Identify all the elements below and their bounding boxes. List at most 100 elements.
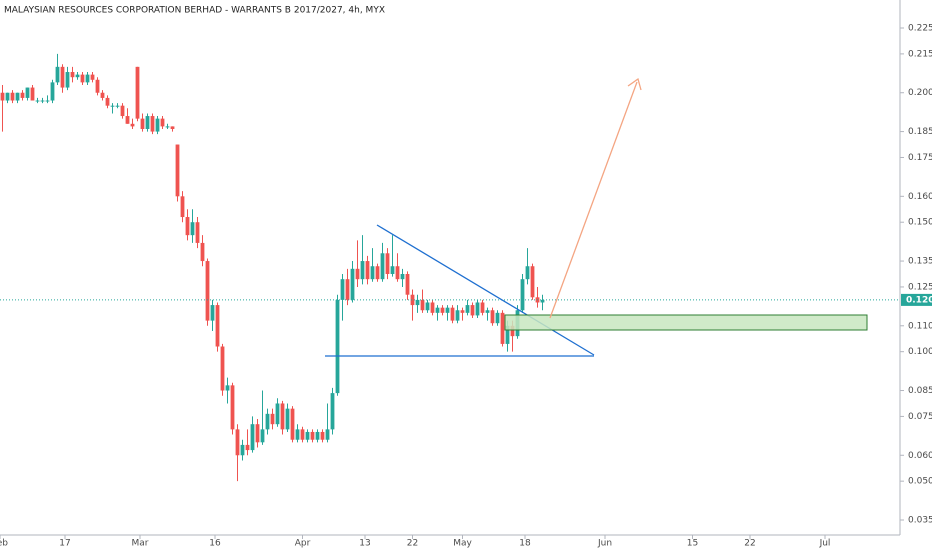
candle-body <box>375 266 380 280</box>
candle-body <box>390 266 395 274</box>
candle-body <box>255 424 260 443</box>
candle-body <box>455 310 460 321</box>
candle-body <box>320 431 325 440</box>
x-tick-label: 16 <box>209 539 221 549</box>
candle-body <box>260 429 265 443</box>
y-tick-label: 0.160 <box>908 192 932 202</box>
candle-body <box>420 299 425 311</box>
y-tick-label: 0.175 <box>908 153 932 163</box>
candle-body <box>25 87 30 98</box>
candle-body <box>155 118 160 132</box>
candle-body <box>195 222 200 243</box>
y-tick-label: 0.100 <box>908 347 932 357</box>
candle-body <box>380 253 385 280</box>
candle-body <box>285 408 290 430</box>
candle-body <box>330 393 335 430</box>
x-tick-label: May <box>453 539 472 549</box>
candle-body <box>525 266 530 280</box>
last-price-label: 0.120 <box>906 295 932 305</box>
candle-body <box>220 346 225 391</box>
candle-body <box>190 222 195 236</box>
candle-body <box>150 116 155 132</box>
candle-body <box>400 274 405 280</box>
candle-body <box>185 217 190 236</box>
candle-body <box>470 305 475 316</box>
y-tick-label: 0.060 <box>908 451 932 461</box>
x-tick-label: Jul <box>819 539 831 549</box>
candle-body <box>510 325 515 337</box>
candle-body <box>0 92 5 101</box>
candle-body <box>495 312 500 324</box>
candle-body <box>490 310 495 324</box>
candle-body <box>300 429 305 440</box>
candle-body <box>450 307 455 321</box>
candle-body <box>205 261 210 321</box>
candle-body <box>265 413 270 430</box>
resistance-line <box>376 224 595 356</box>
candle-body <box>175 144 180 197</box>
candle-body <box>50 82 55 101</box>
x-tick-label: 18 <box>519 539 531 549</box>
candle-body <box>165 126 170 128</box>
candle-body <box>500 312 505 344</box>
y-tick-label: 0.075 <box>908 412 932 422</box>
candle-body <box>245 444 250 451</box>
candle-body <box>480 302 485 313</box>
y-tick-label: 0.215 <box>908 49 932 59</box>
candle-body <box>370 266 375 280</box>
candle-body <box>65 72 70 88</box>
candle-body <box>130 123 135 127</box>
candle-body <box>20 92 25 98</box>
candle-body <box>215 305 220 347</box>
y-tick-label: 0.135 <box>908 257 932 267</box>
candle-body <box>120 105 125 117</box>
candle-body <box>530 266 535 298</box>
candle-body <box>105 97 110 106</box>
x-tick-label: 17 <box>59 539 70 549</box>
x-tick-label: Mar <box>132 539 149 549</box>
candle-body <box>290 408 295 440</box>
candle-body <box>135 66 140 119</box>
y-tick-label: 0.035 <box>908 516 932 526</box>
candle-body <box>460 310 465 313</box>
candle-body <box>180 196 185 218</box>
candle-body <box>125 116 130 124</box>
candle-body <box>240 444 245 456</box>
y-tick-label: 0.150 <box>908 218 932 228</box>
arrow-head <box>627 77 642 91</box>
candle-body <box>230 385 235 430</box>
candle-body <box>85 74 90 83</box>
y-tick-label: 0.225 <box>908 24 932 34</box>
candle-body <box>70 72 75 78</box>
candle-body <box>405 274 410 295</box>
zone-box <box>504 314 868 331</box>
candle-body <box>140 118 145 129</box>
candle-body <box>160 118 165 127</box>
candle-body <box>305 431 310 440</box>
arrow-line <box>549 81 638 319</box>
candle-body <box>210 305 215 321</box>
candle-body <box>345 279 350 300</box>
candle-body <box>540 299 545 303</box>
candle-body <box>335 299 340 394</box>
candle-body <box>10 92 15 101</box>
candle-body <box>430 302 435 313</box>
chart-title: MALAYSIAN RESOURCES CORPORATION BERHAD -… <box>4 6 385 16</box>
y-tick-label: 0.185 <box>908 127 932 137</box>
candle-body <box>95 79 100 93</box>
candle-body <box>355 268 360 280</box>
candle-body <box>295 429 300 440</box>
candle-body <box>445 307 450 313</box>
candle-body <box>520 279 525 311</box>
candle-body <box>485 310 490 313</box>
candle-body <box>310 431 315 440</box>
x-tick-label: 22 <box>407 539 418 549</box>
candle-body <box>465 305 470 313</box>
candle-body <box>235 429 240 456</box>
candle-body <box>45 100 50 102</box>
x-tick-label: 13 <box>359 539 370 549</box>
candle-body <box>280 403 285 430</box>
y-tick-label: 0.050 <box>908 477 932 487</box>
